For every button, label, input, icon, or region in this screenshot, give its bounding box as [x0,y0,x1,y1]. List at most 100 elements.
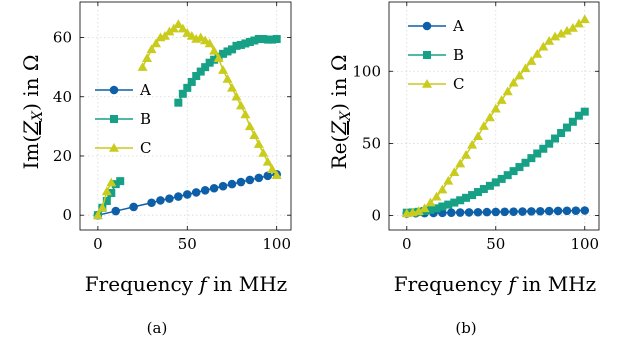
data-point [568,117,577,126]
legend-item-b: B [95,110,151,128]
legend-label: B [140,110,151,128]
data-point [473,188,482,197]
data-point [129,202,138,212]
data-point [535,206,545,216]
data-point [236,177,246,187]
ylabel-pre: Im( [19,135,43,170]
data-point [201,63,210,72]
legend-item-c: C [408,75,464,93]
data-point [437,184,448,194]
data-point [514,70,525,80]
data-point [567,22,578,32]
data-point [562,123,571,132]
data-point [473,207,483,217]
x-tick-label: 100 [570,235,599,253]
data-point [259,35,268,44]
data-point [165,194,174,203]
data-point [253,139,264,148]
data-point [258,148,269,157]
data-point [244,121,255,131]
data-point [562,206,572,216]
ylabel-post: ) in Ω [19,55,43,111]
ylabel-symbol: Z [327,120,351,136]
plot-frame [79,1,292,231]
legend-item-a: A [95,81,151,99]
data-point [527,154,536,163]
data-point [204,38,215,48]
data-point [196,67,205,76]
data-point [101,186,112,196]
data-point [240,109,251,119]
data-point [226,82,237,92]
data-point [553,206,563,216]
legend-label: B [453,46,464,64]
data-point [174,98,183,107]
data-point [213,53,224,63]
legend-swatch-marker [109,85,119,95]
data-point [231,91,242,101]
data-point [550,31,561,41]
data-point [450,198,459,207]
data-point [200,186,210,195]
series-layer [92,19,282,220]
series-c [92,19,282,219]
data-point [479,185,488,194]
data-point [102,196,111,205]
data-point [192,72,201,81]
data-point [142,53,153,63]
x-axis-label: Frequency f in MHz [394,272,596,296]
data-point [556,28,567,38]
data-point [518,207,527,216]
ylabel-subscript: X [30,110,46,122]
data-point [509,207,518,216]
data-point [491,178,500,187]
data-point [432,204,441,213]
ylabel-pre: Re( [327,135,351,170]
data-point [232,41,241,50]
data-point [107,188,116,197]
plot-frame [388,1,600,231]
data-point [183,83,192,92]
y-axis-label: Re(ZX) in Ω [327,55,354,170]
data-point [191,188,201,197]
data-point [468,191,477,200]
data-point [262,156,273,166]
data-point [254,173,264,183]
data-point [227,45,236,54]
xlabel-pre: Frequency [394,272,509,296]
data-point [174,192,183,201]
data-point [168,23,179,33]
data-point [496,95,507,104]
ticks: 0 50 100 0 20 40 60 [53,2,291,253]
data-point [249,130,260,139]
y-tick-label: 0 [371,207,381,225]
data-point [490,103,501,113]
data-point [544,206,554,216]
data-point [164,26,175,36]
data-point [268,35,277,44]
data-point [159,31,170,40]
x-tick-label: 50 [486,235,505,253]
legend-item-a: A [408,17,464,35]
y-tick-label: 20 [53,147,72,165]
legend-label: A [452,17,464,35]
data-point [485,181,494,190]
data-point [146,44,157,54]
ticks: 0 50 100 0 50 100 [352,2,599,253]
data-point [527,207,536,216]
data-point [478,121,489,130]
panel-label: (a) [147,319,168,337]
legend-swatch-marker [109,143,119,152]
legend-item-b: B [408,46,464,64]
data-point [222,73,233,83]
data-point [539,144,548,153]
data-point [431,191,442,201]
data-point [173,19,184,28]
series-a [93,170,281,220]
xlabel-pre: Frequency [85,272,200,296]
data-point [426,205,435,214]
xlabel-post: in MHz [207,272,287,296]
ylabel-subscript: X [338,110,354,122]
data-point [156,196,165,205]
ylabel-post: ) in Ω [327,55,351,111]
